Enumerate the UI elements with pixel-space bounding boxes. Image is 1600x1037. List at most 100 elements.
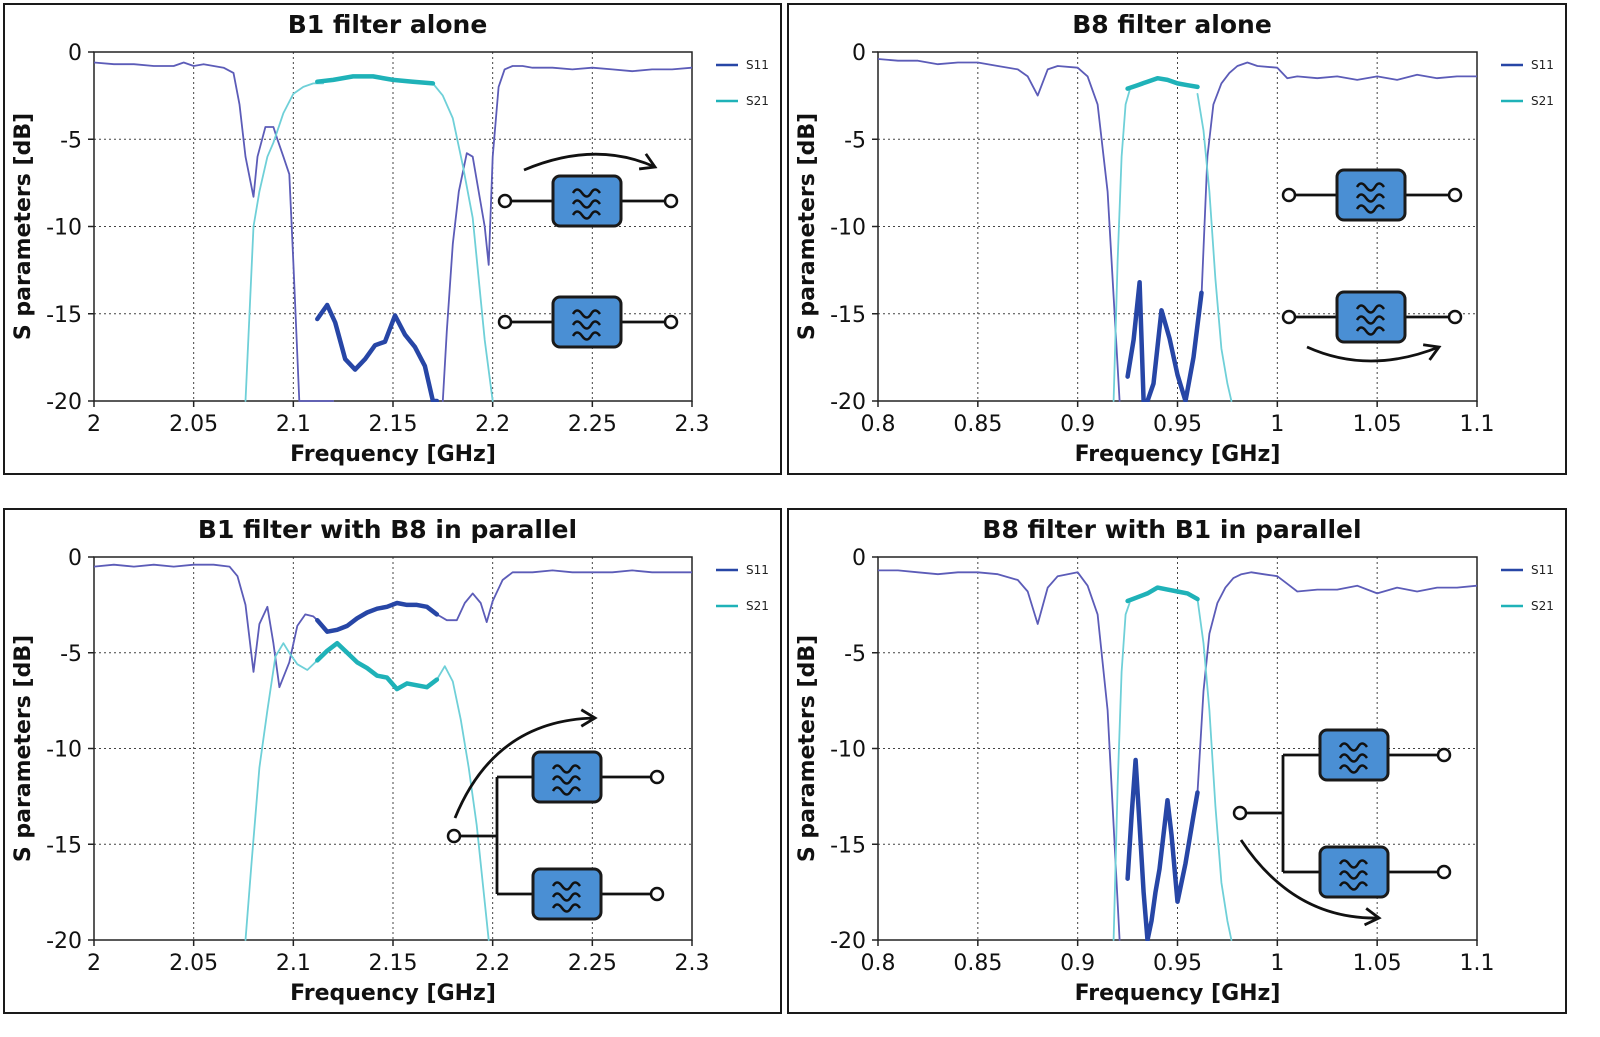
s11-series-line xyxy=(435,569,692,623)
chart-title: B8 filter alone xyxy=(1072,10,1272,39)
s11-series-line xyxy=(94,61,335,402)
x-tick-label: 0.8 xyxy=(861,951,896,976)
y-tick-label: -15 xyxy=(830,303,866,328)
port-node xyxy=(1447,187,1463,203)
port-node xyxy=(446,828,462,844)
series-group xyxy=(878,569,1477,941)
chart-title: B1 filter with B8 in parallel xyxy=(198,515,577,544)
y-tick-label: -20 xyxy=(46,390,82,415)
y-axis-label: S parameters [dB] xyxy=(11,635,36,862)
s21-series-line xyxy=(244,82,325,402)
bandpass-filter-icon xyxy=(1318,845,1390,899)
y-tick-label: 0 xyxy=(68,546,82,571)
s11-series-line xyxy=(878,569,1121,941)
x-tick-label: 2.3 xyxy=(675,412,710,437)
panel-b1-with-b8: B1 filter with B8 in parallel 2 2.05 2.1 2.1… xyxy=(3,508,782,1014)
y-tick-label: -5 xyxy=(60,128,82,153)
x-tick-label: 1.05 xyxy=(1353,951,1402,976)
port-node xyxy=(1281,309,1297,325)
x-tick-label: 2.15 xyxy=(369,951,418,976)
x-tick-label: 0.9 xyxy=(1060,412,1095,437)
s11-series-line xyxy=(878,58,1121,402)
x-tick-label: 2.05 xyxy=(169,412,218,437)
x-tick-label: 1.1 xyxy=(1460,412,1495,437)
y-tick-label: -5 xyxy=(60,642,82,667)
x-tick-label: 2.1 xyxy=(276,412,311,437)
s11-series-line xyxy=(441,65,692,402)
bandpass-filter-icon xyxy=(1335,168,1407,222)
x-tick-label: 2.25 xyxy=(568,951,617,976)
s21-series-line xyxy=(1196,93,1233,402)
y-tick-label: 0 xyxy=(68,41,82,66)
y-tick-label: 0 xyxy=(852,41,866,66)
s11-series-line xyxy=(1196,571,1477,794)
x-tick-label: 2 xyxy=(87,951,101,976)
s21-series-line xyxy=(244,642,319,941)
y-tick-label: -20 xyxy=(46,929,82,954)
x-tick-label: 2.1 xyxy=(276,951,311,976)
y-tick-label: -15 xyxy=(830,833,866,858)
x-tick-label: 2.2 xyxy=(475,412,510,437)
port-node xyxy=(663,314,679,330)
y-tick-label: 0 xyxy=(852,546,866,571)
s11-series-line xyxy=(1200,61,1477,298)
port-node xyxy=(1281,187,1297,203)
s11-series-line-passband xyxy=(315,600,440,634)
s21-series-line xyxy=(1196,598,1233,941)
x-tick-label: 2 xyxy=(87,412,101,437)
bandpass-filter-icon xyxy=(1335,290,1407,344)
s11-series-line-passband xyxy=(1125,757,1200,941)
s21-series-line xyxy=(435,665,490,941)
x-tick-label: 0.8 xyxy=(861,412,896,437)
y-axis-label: S parameters [dB] xyxy=(795,635,820,862)
port-node xyxy=(497,314,513,330)
arrow-head-icon xyxy=(638,153,658,171)
x-tick-label: 0.9 xyxy=(1060,951,1095,976)
x-tick-label: 0.95 xyxy=(1153,412,1202,437)
x-axis-label: Frequency [GHz] xyxy=(1075,442,1281,467)
panel-b1-alone: B1 filter alone 2 2.05 2.1 2.15 2.2 2.25 2.3 0 -5… xyxy=(3,3,782,475)
x-tick-label: 2.05 xyxy=(169,951,218,976)
x-tick-label: 2.2 xyxy=(475,951,510,976)
y-tick-label: -15 xyxy=(46,303,82,328)
legend-label-s21: S21 xyxy=(1531,94,1554,108)
signal-arrow xyxy=(1239,839,1380,920)
s21-series-line-passband xyxy=(1125,75,1200,91)
y-axis-label: S parameters [dB] xyxy=(795,113,820,340)
bandpass-filter-icon xyxy=(551,295,623,349)
panel-b8-alone: B8 filter alone 0.8 0.85 0.9 0.95 1 1.05 1.1 0 -5… xyxy=(787,3,1567,475)
port-node xyxy=(1436,864,1452,880)
chart-title: B8 filter with B1 in parallel xyxy=(982,515,1361,544)
y-tick-label: -20 xyxy=(830,390,866,415)
x-tick-label: 1 xyxy=(1270,951,1284,976)
chart-svg: B8 filter alone 0.8 0.85 0.9 0.95 1 1.05 1.1 0 -5… xyxy=(795,10,1554,467)
signal-arrow xyxy=(453,716,596,819)
x-tick-label: 1.1 xyxy=(1460,951,1495,976)
s21-series-line-passband xyxy=(1125,585,1200,604)
bandpass-filter-icon xyxy=(531,750,603,804)
port-node xyxy=(649,769,665,785)
y-tick-label: -10 xyxy=(46,216,82,241)
port-node xyxy=(663,193,679,209)
chart-svg: B1 filter alone 2 2.05 2.1 2.15 2.2 2.25 2.3 0 -5… xyxy=(11,10,769,467)
y-tick-label: -5 xyxy=(844,642,866,667)
legend-label-s11: S11 xyxy=(746,563,769,577)
legend-label-s21: S21 xyxy=(1531,599,1554,613)
series-group xyxy=(94,61,692,402)
signal-arrow xyxy=(523,152,656,172)
bandpass-filter-icon xyxy=(531,867,603,921)
s11-series-line xyxy=(94,563,319,689)
x-tick-label: 0.85 xyxy=(953,412,1002,437)
x-tick-label: 1 xyxy=(1270,412,1284,437)
y-tick-label: -15 xyxy=(46,833,82,858)
legend-label-s11: S11 xyxy=(1531,58,1554,72)
port-node xyxy=(649,886,665,902)
x-tick-label: 2.3 xyxy=(675,951,710,976)
legend-label-s11: S11 xyxy=(1531,563,1554,577)
x-axis-label: Frequency [GHz] xyxy=(290,981,496,1006)
bandpass-filter-icon xyxy=(551,174,623,228)
y-tick-label: -10 xyxy=(46,738,82,763)
signal-arrow xyxy=(1306,345,1440,363)
x-tick-label: 0.95 xyxy=(1153,951,1202,976)
port-node xyxy=(1436,747,1452,763)
